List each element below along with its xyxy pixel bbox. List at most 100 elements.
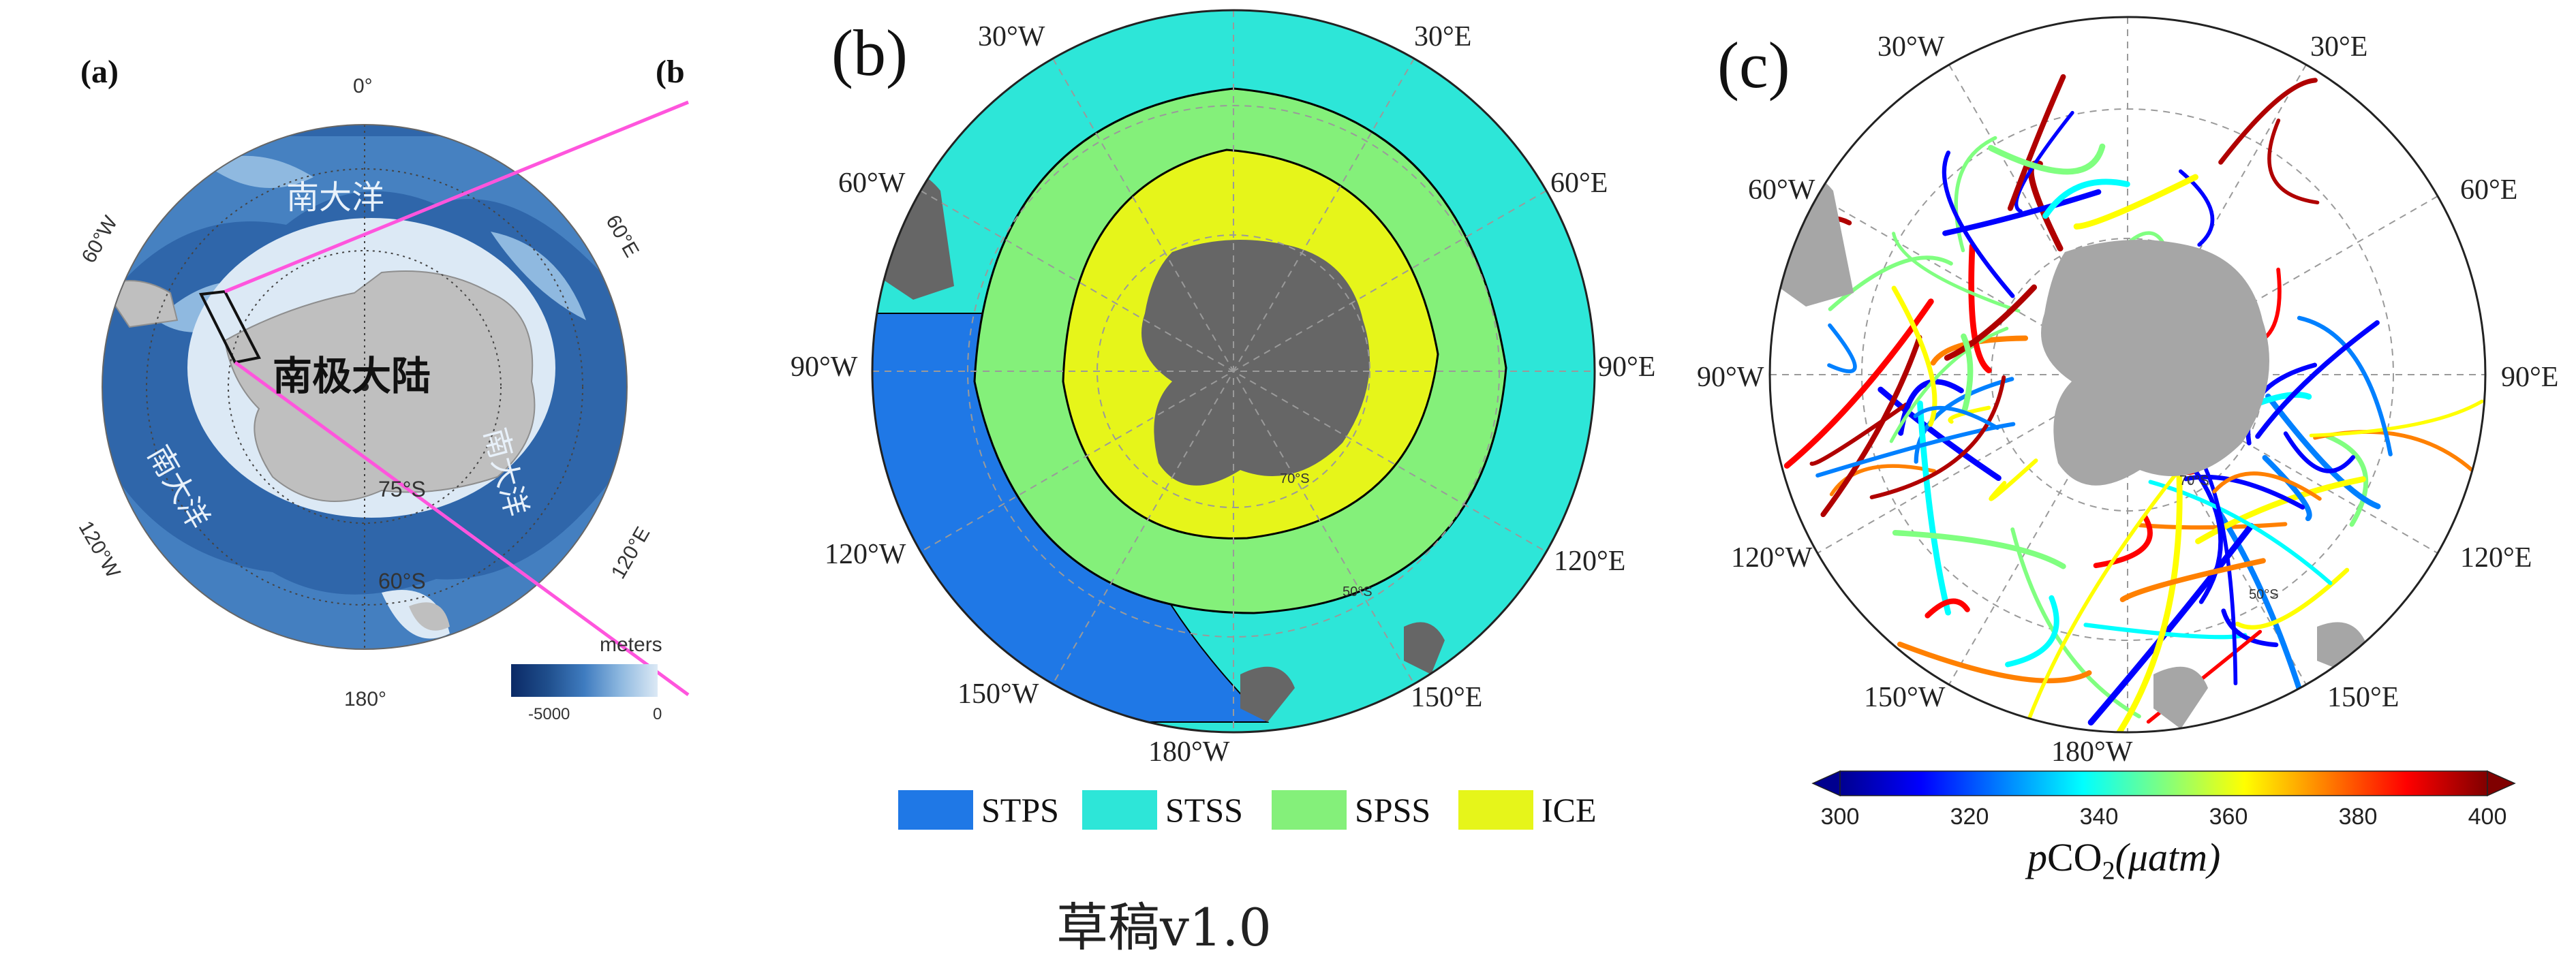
ship-track (1891, 285, 1937, 427)
ship-track (1925, 598, 1970, 619)
colorbar-tick-360: 360 (2209, 804, 2248, 830)
ship-track (2212, 471, 2322, 501)
lat-tick-60s: 60°S (378, 569, 426, 593)
lon-tick-120e: 120°E (2460, 542, 2532, 574)
ship-track (2148, 480, 2333, 585)
lon-tick-120e: 120°E (1554, 546, 1626, 577)
lon-tick-180w: 180°W (2051, 736, 2133, 768)
ocean-label-top: 南大洋 (286, 178, 385, 217)
ship-track (1948, 405, 1991, 424)
ship-track (2255, 320, 2380, 439)
bathymetry-map (102, 100, 690, 697)
ship-track (1942, 151, 2015, 298)
ship-track (2005, 595, 2059, 668)
ship-track (2267, 119, 2320, 205)
depth-legend-title: meters (600, 633, 662, 656)
ship-track (2262, 454, 2312, 522)
lon-tick-30e: 30°E (2310, 31, 2368, 63)
ship-track (1961, 333, 1974, 414)
lon-tick-180: 180° (344, 688, 387, 710)
ship-track (2195, 476, 2366, 544)
ship-track (1892, 530, 2066, 569)
ship-track (1869, 375, 2006, 499)
lat-tick-50s: 50°S (1343, 584, 1373, 599)
lon-tick-60w: 60°W (1748, 174, 1815, 206)
caption-draft-version: 草稿v1.0 (1056, 897, 1272, 958)
colorbar-tick-380: 380 (2338, 804, 2378, 830)
ship-track (1989, 458, 2038, 501)
colorbar-title-main: CO (2047, 835, 2102, 879)
panel-a: (a) (b 0° 60°E 120°E 180° 120°W (0, 0, 690, 749)
pco2-colorbar (1811, 770, 2516, 797)
legend-label-stps: STPS (981, 791, 1059, 829)
depth-legend-max: 0 (653, 705, 662, 723)
lon-tick-30e: 30°E (1414, 21, 1472, 52)
lon-tick-120w: 120°W (825, 539, 906, 570)
ship-track (1889, 326, 2009, 443)
colorbar-title-unit: (μatm) (2115, 835, 2221, 879)
legend-item-stps: STPS (898, 790, 1059, 830)
legend-label-stss: STSS (1165, 791, 1243, 829)
ship-track (2218, 78, 2318, 165)
ship-track (2215, 507, 2302, 691)
lon-tick-150w: 150°W (957, 678, 1039, 710)
continent-label: 南极大陆 (273, 353, 431, 399)
lon-tick-30w: 30°W (978, 21, 1045, 52)
panel-a-clipped-label: (b (656, 54, 685, 90)
depth-legend-bar (511, 664, 658, 697)
lat-tick-50s: 50°S (2249, 587, 2279, 602)
ship-track (1827, 323, 1857, 373)
ship-track (2073, 174, 2198, 230)
panel-b: (b) 30°W 30°E 60°W 60°E 90°W 90°E 12 (750, 0, 1704, 851)
lon-tick-150e: 150°E (1411, 682, 1483, 713)
ship-track (2196, 451, 2238, 686)
lon-tick-60w: 60°W (838, 168, 906, 199)
colorbar-tick-labels: 300 320 340 360 380 400 (1717, 804, 2576, 838)
ship-track (2087, 522, 2254, 726)
lon-tick-150w: 150°W (1864, 682, 1946, 713)
ship-track (2309, 399, 2484, 437)
pco2-track-map (1768, 16, 2487, 734)
lon-tick-90w: 90°W (791, 351, 858, 383)
legend-label-spss: SPSS (1355, 791, 1431, 829)
ship-track (1987, 143, 2106, 175)
ship-track (2115, 460, 2183, 732)
colorbar-title-italic: p (2027, 835, 2047, 879)
lon-tick-90e: 90°E (1598, 351, 1656, 383)
ship-track (1942, 189, 2102, 236)
ship-track (1829, 464, 1937, 497)
ship-track (2138, 522, 2288, 530)
legend-swatch-ice (1458, 790, 1533, 830)
colorbar-tick-320: 320 (1950, 804, 1989, 830)
legend-item-ice: ICE (1458, 790, 1597, 830)
ship-track (1968, 242, 1992, 373)
legend-item-stss: STSS (1082, 790, 1243, 830)
colorbar-title: pCO2(μatm) (2027, 834, 2220, 886)
ship-track (2187, 460, 2223, 604)
colorbar-tick-300: 300 (1820, 804, 1860, 830)
colorbar-tick-400: 400 (2468, 804, 2507, 830)
lat-tick-75s: 75°S (378, 477, 426, 501)
lon-tick-120w: 120°W (1731, 542, 1813, 574)
lat-tick-70s: 70°S (2179, 473, 2209, 488)
panel-a-label: (a) (80, 54, 119, 90)
ship-track (2297, 315, 2393, 456)
lon-tick-60e: 60°E (2460, 174, 2518, 206)
colorbar-tick-340: 340 (2079, 804, 2119, 830)
panel-b-label: (b) (831, 16, 908, 89)
lon-tick-30w: 30°W (1877, 31, 1945, 63)
legend-label-ice: ICE (1542, 791, 1597, 829)
ship-track (1820, 334, 1922, 518)
lon-tick-0: 0° (353, 75, 373, 97)
ship-track (2007, 74, 2066, 211)
ship-track (2235, 567, 2350, 630)
ship-track (2221, 608, 2279, 647)
ship-track (1892, 232, 2021, 313)
depth-legend-min: -5000 (528, 705, 570, 723)
ship-track (2283, 431, 2355, 473)
legend-swatch-stps (898, 790, 973, 830)
ship-track (2014, 110, 2074, 213)
ship-track (1897, 641, 2092, 684)
ship-track (2325, 433, 2369, 527)
ship-track (2026, 467, 2181, 723)
